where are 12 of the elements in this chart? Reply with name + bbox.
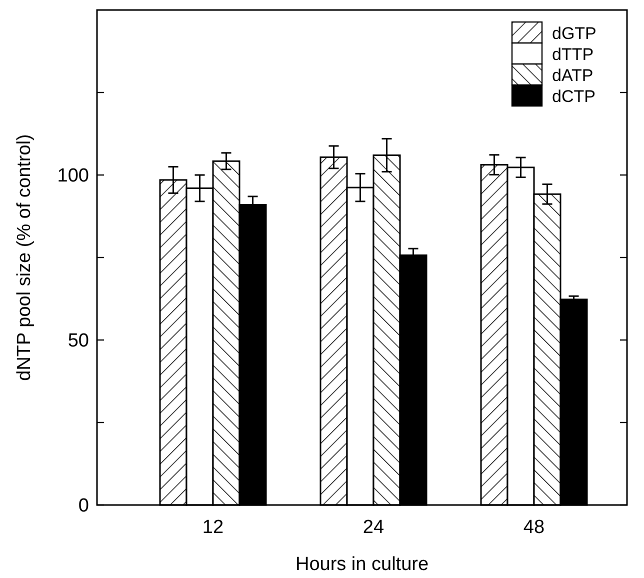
x-tick-label: 12 [202, 517, 224, 538]
x-tick-label: 24 [362, 517, 384, 538]
legend-label: dCTP [552, 86, 596, 106]
y-tick-label: 50 [68, 330, 89, 352]
y-tick-label: 100 [57, 166, 89, 187]
legend-label: dATP [552, 66, 594, 85]
y-tick-label: 0 [78, 496, 89, 517]
x-axis-title: Hours in culture [295, 554, 429, 575]
y-axis-title: dNTP pool size (% of control) [14, 134, 35, 381]
legend-label: dTTP [552, 44, 594, 64]
legend-label: dGTP [552, 24, 596, 43]
x-tick-label: 48 [523, 517, 545, 538]
